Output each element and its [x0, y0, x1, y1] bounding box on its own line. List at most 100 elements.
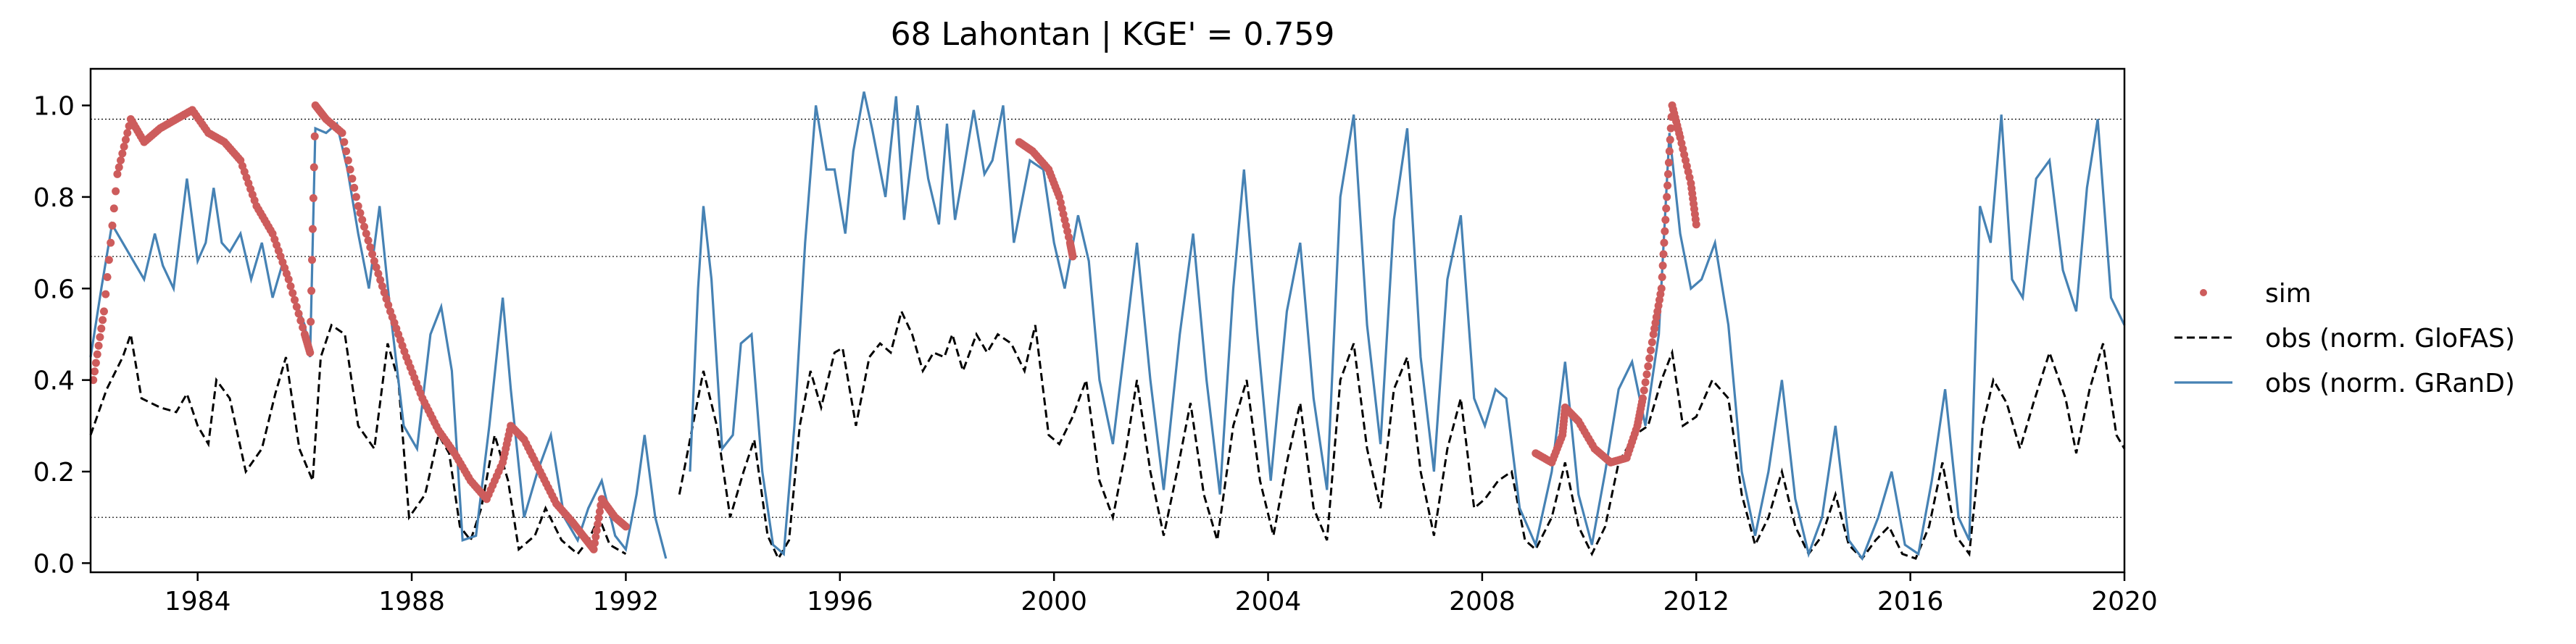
glofas-line [89, 323, 627, 556]
sim-point [294, 309, 303, 318]
series-layer [89, 91, 2126, 561]
sim-point [366, 243, 375, 251]
sim-point [1663, 193, 1671, 201]
sim-point [310, 132, 319, 141]
x-tick-label: 1984 [165, 587, 231, 616]
series-obs-norm-glofas- [89, 308, 2126, 561]
grand-line [89, 121, 668, 559]
sim-point [380, 288, 389, 297]
sim-point [346, 165, 354, 174]
sim-point [358, 216, 367, 224]
sim-point [1692, 220, 1700, 229]
sim-point [368, 250, 377, 259]
x-tick-label: 2000 [1021, 587, 1087, 616]
y-axis: 0.0 0.2 0.4 0.6 0.8 1.0 [33, 92, 91, 579]
sim-point [384, 301, 393, 309]
legend-label: sim [2265, 279, 2311, 309]
sim-point [121, 135, 130, 144]
x-tick-label: 2016 [1877, 587, 1944, 616]
sim-point [594, 520, 602, 529]
sim-point [284, 275, 293, 284]
sim-point [1658, 272, 1666, 281]
sim-point [352, 193, 360, 201]
y-tick-label: 0.2 [33, 458, 75, 488]
sim-point [99, 307, 108, 316]
sim-point [350, 183, 359, 192]
sim-point [291, 296, 299, 304]
sim-point [374, 269, 383, 278]
legend-label: obs (norm. GRanD) [2265, 369, 2515, 398]
sim-point [308, 256, 317, 264]
y-tick-label: 0.0 [33, 549, 75, 579]
sim-point [342, 147, 351, 156]
sim-point [117, 156, 125, 164]
sim-point [382, 294, 391, 303]
sim-point [91, 359, 100, 367]
sim-point [362, 229, 370, 238]
sim-point [1663, 170, 1672, 178]
sim-point [307, 317, 315, 326]
sim-point [344, 156, 352, 164]
sim-point [113, 170, 122, 178]
sim-point [99, 316, 107, 325]
sim-point [348, 175, 357, 183]
sim-point [103, 272, 112, 281]
chart-title: 68 Lahontan | KGE' = 0.759 [891, 16, 1335, 53]
sim-point [592, 526, 601, 535]
sim-point [104, 256, 113, 264]
sim-point [1644, 362, 1653, 371]
plot-area [89, 67, 2126, 574]
sim-point [376, 275, 385, 284]
sim-point [309, 163, 318, 172]
sim-point [594, 514, 603, 522]
x-tick-label: 1988 [378, 587, 445, 616]
sim-point [1068, 252, 1077, 261]
sim-point [340, 138, 349, 146]
sim-point [356, 209, 365, 217]
sim-point [1641, 378, 1650, 387]
sim-point [307, 286, 316, 295]
sim-point [93, 350, 101, 359]
sim-point [621, 522, 630, 531]
sim-point [299, 323, 307, 332]
sim-point [360, 222, 369, 231]
sim-point [123, 128, 132, 137]
sim-point [286, 282, 295, 290]
sim-point [96, 333, 104, 341]
y-tick-label: 1.0 [33, 92, 75, 122]
grand-line [689, 91, 2126, 561]
sim-point [112, 187, 120, 196]
sim-point [1645, 354, 1654, 363]
sim-point [1657, 284, 1666, 293]
sim-point [97, 325, 106, 333]
sim-point [1642, 370, 1651, 379]
series-sim [89, 101, 1700, 553]
x-tick-label: 2008 [1449, 587, 1516, 616]
sim-point [107, 238, 115, 247]
sim-point [378, 282, 386, 290]
sim-point [1640, 386, 1648, 395]
sim-point [120, 142, 128, 151]
sim-point [101, 290, 110, 298]
sim-point [589, 545, 598, 553]
sim-point [370, 256, 378, 265]
y-tick-label: 0.6 [33, 275, 75, 304]
sim-point [1665, 147, 1674, 156]
sim-point [338, 128, 346, 137]
sim-point [1661, 227, 1669, 235]
sim-point [1638, 394, 1647, 403]
x-axis: 1984 1988 1992 1996 2000 2004 2008 2012 2016 2020 [165, 572, 2158, 616]
sim-point [115, 163, 123, 172]
sim-point [1660, 238, 1669, 247]
sim-point [108, 221, 117, 230]
sim-point [1659, 250, 1668, 259]
x-tick-label: 2012 [1663, 587, 1729, 616]
x-tick-label: 2020 [2091, 587, 2158, 616]
sim-point [91, 367, 99, 376]
sim-point [372, 263, 381, 272]
sim-point [354, 202, 362, 211]
x-tick-label: 1992 [593, 587, 660, 616]
sim-point [308, 225, 317, 233]
